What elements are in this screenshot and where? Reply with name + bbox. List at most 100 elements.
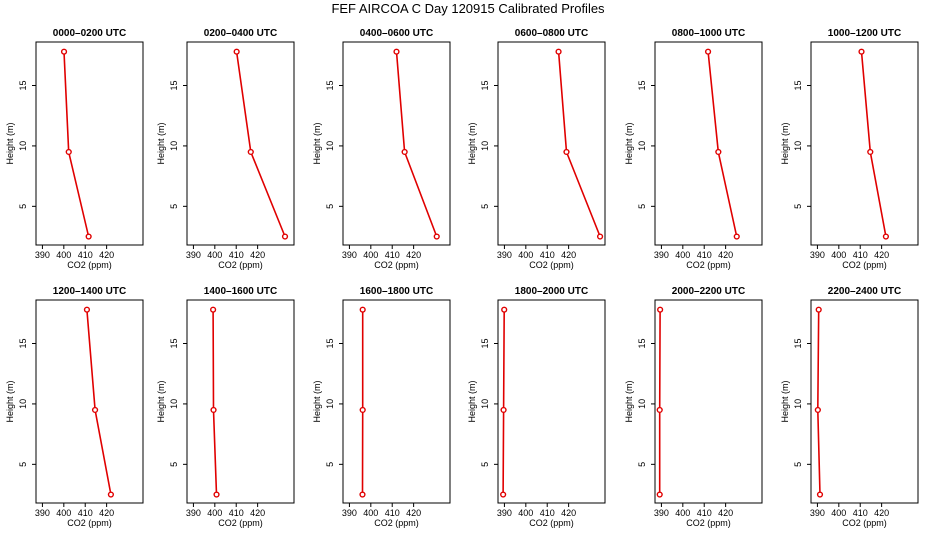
panel-frame: [186, 299, 295, 504]
x-tick-label: 390: [654, 250, 669, 260]
y-axis-label: Height (m): [5, 122, 15, 164]
data-point: [91, 406, 99, 414]
y-tick-label: 10: [793, 141, 803, 151]
y-tick-label: 15: [480, 338, 490, 348]
data-point: [359, 306, 366, 313]
profile-line: [235, 51, 286, 237]
x-tick-label: 400: [675, 508, 690, 518]
x-tick-label: 390: [810, 508, 825, 518]
x-axis-label: CO2 (ppm): [842, 260, 887, 270]
x-tick-label: 400: [207, 250, 222, 260]
panel-title: 1000–1200 UTC: [828, 28, 901, 39]
x-tick-label: 400: [207, 508, 222, 518]
data-point: [656, 406, 663, 414]
y-tick-label: 15: [480, 80, 490, 90]
y-tick-label: 10: [18, 141, 28, 151]
data-point: [213, 491, 220, 498]
panel-frame: [497, 41, 606, 246]
x-axis-label: CO2 (ppm): [67, 260, 112, 270]
y-tick-label: 10: [169, 399, 179, 409]
profile-line: [707, 51, 738, 237]
y-axis-label: Height (m): [467, 122, 477, 164]
data-point: [814, 406, 821, 414]
y-axis-label: Height (m): [780, 380, 790, 422]
y-tick-label: 15: [637, 338, 647, 348]
x-tick-label: 420: [406, 250, 421, 260]
profile-line: [502, 309, 505, 495]
y-axis-label: Height (m): [156, 380, 166, 422]
panel-title: 1600–1800 UTC: [360, 286, 433, 297]
y-tick-label: 10: [480, 399, 490, 409]
y-tick-label: 15: [169, 80, 179, 90]
x-tick-label: 390: [654, 508, 669, 518]
x-tick-label: 410: [853, 508, 868, 518]
profile-line: [860, 51, 887, 237]
panel-frame: [810, 299, 919, 504]
y-tick-label: 5: [169, 204, 179, 209]
y-tick-label: 5: [637, 204, 647, 209]
x-tick-label: 390: [186, 250, 201, 260]
x-tick-label: 390: [342, 508, 357, 518]
x-tick-label: 390: [497, 508, 512, 518]
panel-title: 2000–2200 UTC: [672, 286, 745, 297]
y-tick-label: 10: [325, 141, 335, 151]
y-tick-label: 5: [637, 462, 647, 467]
y-axis-label: Height (m): [156, 122, 166, 164]
figure-title: FEF AIRCOA C Day 120915 Calibrated Profi…: [331, 1, 605, 16]
data-point: [867, 148, 874, 156]
y-tick-label: 5: [793, 462, 803, 467]
x-tick-label: 390: [342, 250, 357, 260]
y-tick-label: 5: [325, 204, 335, 209]
panel-frame: [654, 41, 763, 246]
data-point: [858, 48, 865, 55]
data-point: [563, 148, 570, 156]
x-tick-label: 390: [35, 250, 50, 260]
x-tick-label: 400: [56, 250, 71, 260]
x-tick-label: 410: [385, 250, 400, 260]
y-tick-label: 5: [18, 462, 28, 467]
panel-frame: [186, 41, 295, 246]
profile-line: [63, 51, 90, 237]
x-tick-label: 420: [406, 508, 421, 518]
panel-title: 2200–2400 UTC: [828, 286, 901, 297]
data-point: [83, 306, 91, 313]
x-axis-label: CO2 (ppm): [218, 518, 263, 528]
panel-title: 0400–0600 UTC: [360, 28, 433, 39]
x-tick-label: 410: [229, 250, 244, 260]
y-tick-label: 5: [480, 204, 490, 209]
x-tick-label: 400: [518, 250, 533, 260]
data-point: [393, 48, 400, 55]
x-tick-label: 420: [561, 250, 576, 260]
panel-frame: [497, 299, 606, 504]
profile-line: [86, 309, 112, 495]
x-axis-label: CO2 (ppm): [686, 260, 731, 270]
y-tick-label: 15: [325, 338, 335, 348]
data-point: [60, 48, 68, 55]
panel-frame: [342, 299, 451, 504]
data-point: [233, 48, 240, 55]
data-point: [359, 491, 366, 498]
panel-title: 1200–1400 UTC: [53, 286, 126, 297]
y-tick-label: 15: [793, 80, 803, 90]
y-tick-label: 15: [169, 338, 179, 348]
data-point: [433, 233, 440, 240]
data-point: [715, 148, 722, 156]
data-point: [247, 148, 254, 156]
x-axis-label: CO2 (ppm): [686, 518, 731, 528]
panel-frame: [810, 41, 919, 246]
panel-frame: [654, 299, 763, 504]
x-tick-label: 400: [363, 250, 378, 260]
y-tick-label: 5: [793, 204, 803, 209]
panel-title: 0200–0400 UTC: [204, 28, 277, 39]
x-tick-label: 390: [186, 508, 201, 518]
